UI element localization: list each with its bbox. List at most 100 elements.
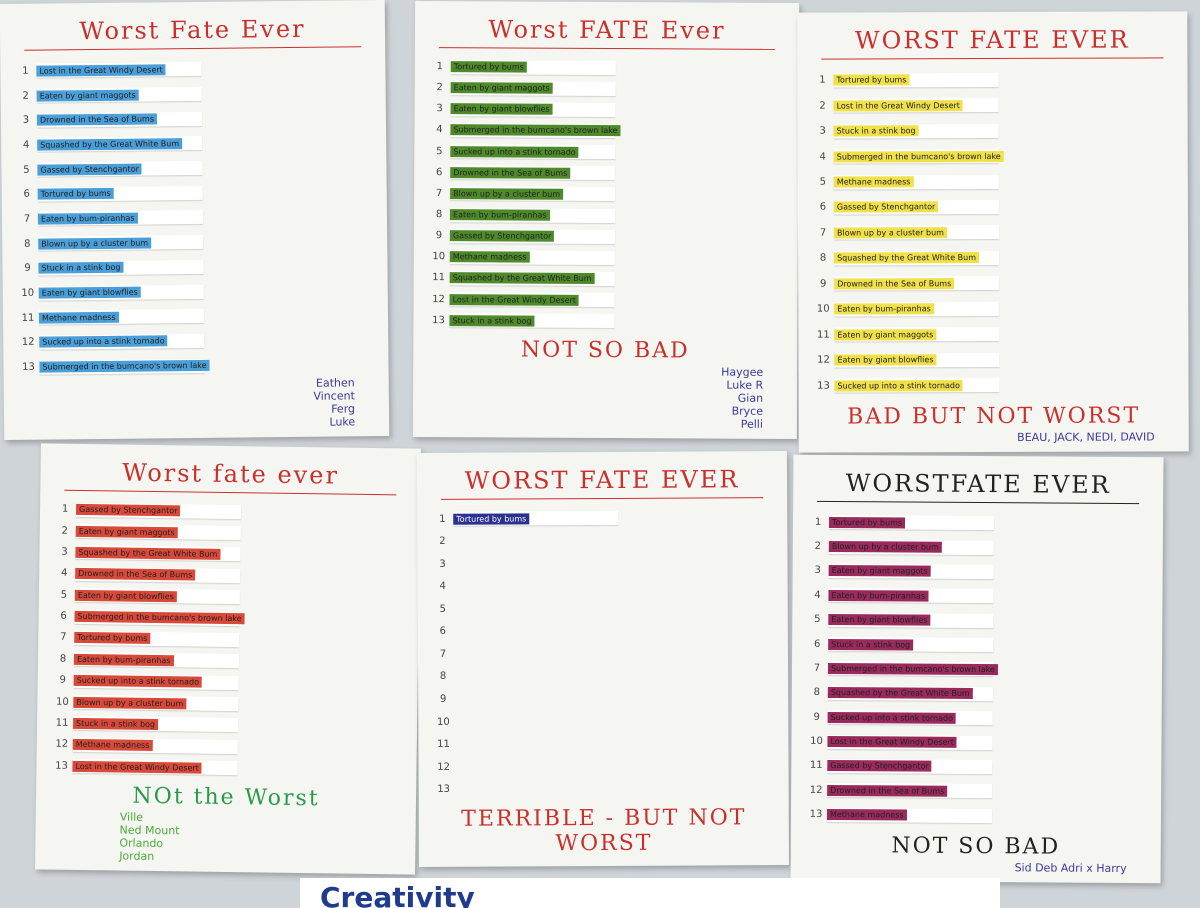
item-number: 3 bbox=[439, 558, 446, 570]
fate-item: 13 Submerged in the bumcano's brown lake bbox=[17, 355, 374, 377]
poster-title: Worst FATE Ever bbox=[438, 15, 776, 50]
item-number: 3 bbox=[436, 103, 443, 115]
fate-item: 12 Sucked up into a stink tornado bbox=[17, 330, 374, 352]
fate-text: Tortured by bums bbox=[450, 61, 527, 73]
fate-item: 10 Eaten by giant blowflies bbox=[17, 281, 374, 303]
paper-strip: Eaten by bum-piranhas bbox=[73, 652, 240, 669]
fate-item: 9 Gassed by Stenchgantor bbox=[428, 227, 784, 247]
fate-text: Eaten by bum-piranhas bbox=[834, 303, 934, 315]
paper-strip: Stuck in a stink bog bbox=[72, 716, 239, 733]
item-number: 13 bbox=[432, 314, 445, 326]
fate-item: 9 Drowned in the Sea of Bums bbox=[812, 274, 1174, 293]
poster-verdict: NOT SO BAD bbox=[891, 833, 1061, 860]
paper-strip: Blown up by a cluster bum bbox=[73, 694, 239, 712]
fate-item: 12 Drowned in the Sea of Bums bbox=[805, 781, 1147, 801]
paper-strip: Eaten by giant blowflies bbox=[834, 352, 1000, 368]
item-number: 7 bbox=[439, 648, 447, 660]
paper-strip: Sucked up into a stink tornado bbox=[827, 710, 993, 726]
fate-list: 1 Lost in the Great Windy Desert 2 Eaten by… bbox=[14, 55, 374, 380]
student-names: BEAU, JACK, NEDI, DAVID bbox=[813, 430, 1175, 444]
item-number: 4 bbox=[22, 139, 30, 151]
item-number: 8 bbox=[813, 687, 821, 699]
fate-item: 6 Submerged in the bumcano's brown lake bbox=[52, 607, 404, 630]
fate-text: Methane madness bbox=[449, 251, 530, 263]
student-names: Ville Ned Mount Orlando Jordan bbox=[49, 810, 402, 867]
fate-item: 5 Methane madness bbox=[812, 172, 1174, 191]
fate-text: Gassed by Stenchgantor bbox=[75, 504, 181, 517]
fate-item: 4 Submerged in the bumcano's brown lake bbox=[812, 146, 1174, 165]
item-number: 5 bbox=[439, 603, 446, 615]
item-number: 3 bbox=[61, 546, 68, 558]
fate-item: 13 bbox=[433, 779, 775, 799]
fate-item: 8 Squashed by the Great White Bum bbox=[806, 684, 1148, 704]
fate-text: Drowned in the Sea of Bums bbox=[450, 166, 571, 179]
fate-item: 12 bbox=[433, 756, 775, 776]
item-number: 13 bbox=[817, 380, 830, 392]
fate-item: 5 bbox=[432, 598, 774, 618]
item-number: 3 bbox=[814, 565, 821, 577]
item-number: 11 bbox=[816, 329, 830, 341]
paper-strip: Methane madness bbox=[833, 174, 999, 190]
fate-text: Submerged in the bumcano's brown lake bbox=[39, 359, 210, 373]
fate-item: 13 Methane madness bbox=[805, 805, 1147, 825]
fate-item: 8 Eaten by bum-piranhas bbox=[428, 206, 784, 226]
item-number: 9 bbox=[819, 278, 827, 290]
paper-strip: Stuck in a stink bog bbox=[828, 637, 994, 653]
fate-text: Methane madness bbox=[72, 739, 153, 752]
student-name: Luke bbox=[329, 415, 356, 429]
paper-strip: Drowned in the Sea of Bums bbox=[834, 276, 1000, 291]
item-number: 2 bbox=[61, 525, 69, 537]
item-number: 8 bbox=[439, 671, 447, 683]
paper-strip: Lost in the Great Windy Desert bbox=[36, 62, 202, 78]
item-number: 7 bbox=[60, 632, 67, 644]
item-number: 10 bbox=[810, 735, 823, 747]
fate-item: 9 bbox=[432, 689, 774, 709]
fate-text: Stuck in a stink bog bbox=[73, 717, 159, 730]
item-number: 10 bbox=[436, 716, 450, 728]
item-number: 9 bbox=[435, 230, 443, 242]
fate-item: 3 bbox=[431, 553, 773, 573]
paper-strip: Eaten by bum-piranhas bbox=[449, 207, 616, 223]
item-number: 13 bbox=[437, 783, 451, 796]
fate-item: 11 Methane madness bbox=[17, 305, 374, 327]
fate-item: 7 Blown up by a cluster bum bbox=[812, 223, 1174, 242]
fate-item: 6 bbox=[432, 621, 774, 641]
item-number: 8 bbox=[59, 653, 67, 665]
item-number: 12 bbox=[432, 293, 445, 305]
fate-text: Blown up by a cluster bum bbox=[828, 541, 942, 553]
item-number: 11 bbox=[432, 272, 446, 284]
poster-verdict: NOT SO BAD bbox=[520, 337, 690, 364]
fate-text: Tortured by bums bbox=[37, 188, 114, 200]
fate-item: 11 Squashed by the Great White Bum bbox=[428, 269, 784, 289]
paper-strip: Stuck in a stink bog bbox=[449, 313, 615, 329]
paper-strip: Blown up by a cluster bum bbox=[38, 235, 204, 251]
fate-item: 4 Eaten by bum-piranhas bbox=[806, 586, 1148, 606]
paper-strip: Stuck in a stink bog bbox=[833, 123, 999, 139]
item-number: 10 bbox=[816, 303, 830, 315]
banner: Creativity bbox=[300, 878, 1000, 908]
paper-strip: Eaten by giant blowflies bbox=[450, 102, 616, 117]
item-number: 4 bbox=[814, 589, 821, 601]
paper-strip: Sucked up into a stink tornado bbox=[450, 144, 616, 160]
fate-text: Sucked up into a stink tornado bbox=[73, 675, 203, 688]
fate-item: 10 bbox=[432, 711, 774, 731]
poster-title: WORSTFATE EVER bbox=[817, 468, 1140, 505]
item-number: 4 bbox=[819, 151, 826, 163]
fate-item: 11 Gassed by Stenchgantor bbox=[805, 757, 1147, 777]
paper-strip: Drowned in the Sea of Bums bbox=[827, 783, 993, 799]
fate-item: 10 Blown up by a cluster bum bbox=[51, 693, 403, 716]
fate-text: Tortured by bums bbox=[833, 74, 910, 86]
paper-strip: Eaten by giant blowflies bbox=[74, 588, 240, 605]
fate-item: 7 Submerged in the bumcano's brown lake bbox=[806, 659, 1148, 679]
item-number: 12 bbox=[437, 761, 450, 773]
paper-strip: Eaten by bum-piranhas bbox=[828, 588, 994, 604]
item-number: 2 bbox=[814, 540, 822, 552]
fate-item: 4 Submerged in the bumcano's brown lake bbox=[428, 121, 784, 141]
paper-strip: Methane madness bbox=[449, 250, 615, 265]
fate-text: Eaten by giant maggots bbox=[834, 328, 937, 341]
fate-item: 3 Eaten by giant maggots bbox=[807, 562, 1149, 582]
paper-strip: Methane madness bbox=[38, 309, 205, 325]
fate-text: Drowned in the Sea of Bums bbox=[827, 784, 948, 797]
fate-text: Gassed by Stenchgantor bbox=[37, 163, 142, 176]
